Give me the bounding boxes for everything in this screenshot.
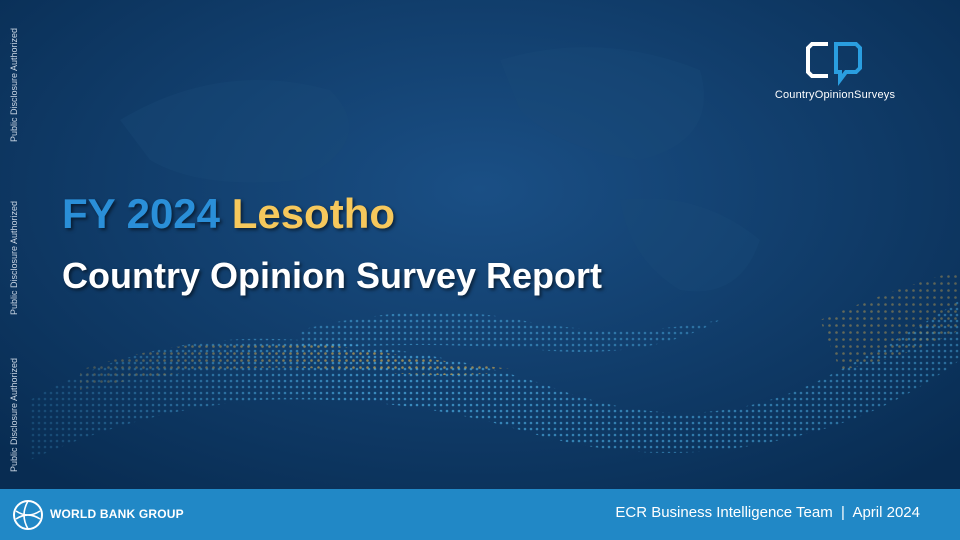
subtitle: Country Opinion Survey Report — [62, 255, 603, 296]
title: FY 2024 Lesotho — [62, 190, 395, 238]
logo-text: CountryOpinionSurveys — [774, 89, 896, 101]
side-label: Public Disclosure Authorized — [9, 357, 19, 473]
organization: WORLD BANK GROUP — [50, 507, 184, 521]
title-prefix: FY 2024 — [62, 190, 221, 237]
side-label: Public Disclosure Authorized — [9, 200, 19, 316]
footer-credit: ECR Business Intelligence Team | April 2… — [615, 504, 920, 521]
side-label: Public Disclosure Authorized — [9, 27, 19, 143]
footer: WORLD BANK GROUP ECR Business Intelligen… — [0, 489, 960, 540]
title-country: Lesotho — [231, 190, 396, 237]
cos-logo-icon — [806, 42, 862, 86]
wbg-globe — [13, 500, 43, 530]
dot-wave — [30, 270, 960, 460]
